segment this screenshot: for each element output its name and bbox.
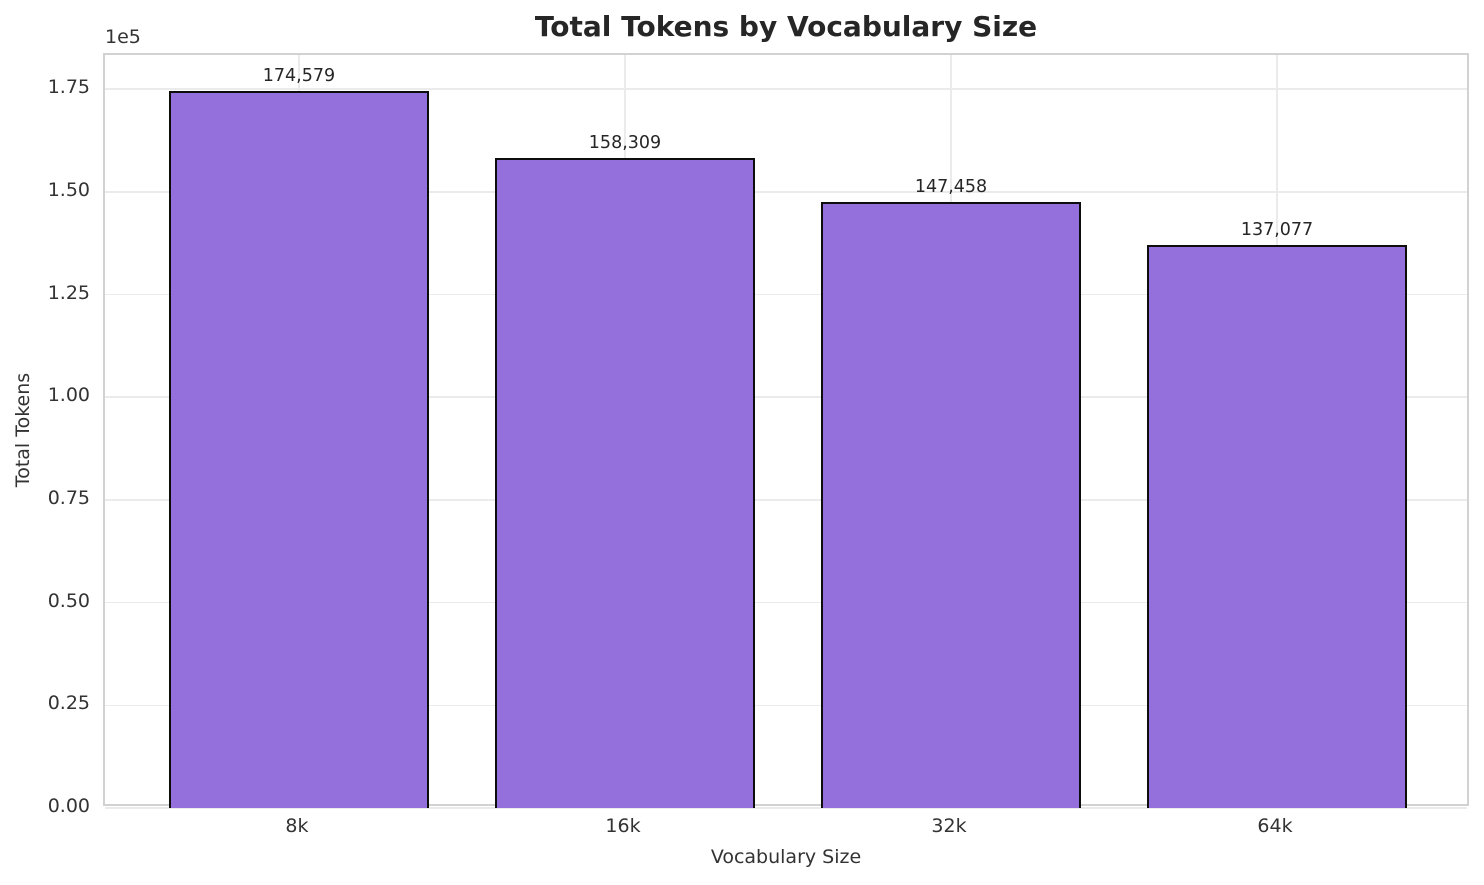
y-tick-label: 0.75 bbox=[47, 486, 90, 509]
h-gridline bbox=[105, 293, 1467, 296]
h-gridline bbox=[105, 499, 1467, 501]
chart-title: Total Tokens by Vocabulary Size bbox=[534, 10, 1038, 43]
y-tick-label: 0.50 bbox=[47, 589, 90, 612]
bar-value-label-16k: 158,309 bbox=[588, 132, 662, 153]
bar-8k bbox=[168, 90, 430, 808]
bar-32k bbox=[820, 202, 1082, 808]
y-tick-label: 1.25 bbox=[47, 281, 90, 304]
h-gridline bbox=[105, 807, 1467, 809]
x-tick-label-16k: 16k bbox=[605, 815, 641, 837]
bar-64k bbox=[1146, 244, 1408, 808]
x-axis-title: Vocabulary Size bbox=[710, 846, 862, 868]
y-tick-label: 0.00 bbox=[47, 795, 90, 817]
bar-16k bbox=[494, 157, 756, 808]
h-gridline bbox=[105, 191, 1467, 193]
h-gridline bbox=[105, 88, 1467, 90]
bar-value-label-32k: 147,458 bbox=[914, 177, 988, 198]
x-tick-label-64k: 64k bbox=[1257, 815, 1293, 837]
y-tick-label: 1.50 bbox=[47, 178, 90, 201]
bar-value-label-64k: 137,077 bbox=[1240, 219, 1314, 240]
x-tick-label-32k: 32k bbox=[931, 815, 967, 837]
bar-value-label-8k: 174,579 bbox=[262, 65, 336, 86]
y-tick-label: 1.75 bbox=[47, 76, 90, 99]
x-tick-label-8k: 8k bbox=[285, 815, 309, 837]
y-axis-offset-label: 1e5 bbox=[105, 26, 141, 48]
y-tick-label: 0.25 bbox=[47, 692, 90, 715]
plot-area: 174,579 158,309 147,458 137,077 bbox=[103, 53, 1469, 809]
h-gridline bbox=[105, 704, 1467, 707]
h-gridline bbox=[105, 601, 1467, 604]
h-gridline bbox=[105, 396, 1467, 398]
y-tick-label: 1.00 bbox=[47, 384, 90, 407]
